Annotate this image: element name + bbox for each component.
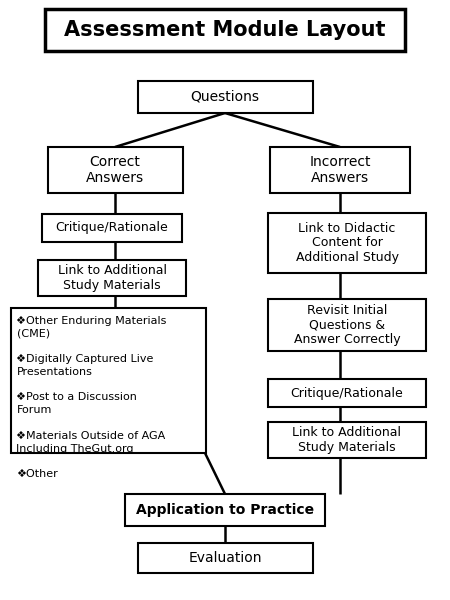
Text: Correct
Answers: Correct Answers	[86, 155, 144, 185]
FancyBboxPatch shape	[270, 147, 410, 193]
Text: Evaluation: Evaluation	[188, 551, 262, 565]
Text: Critique/Rationale: Critique/Rationale	[56, 221, 168, 235]
Text: Revisit Initial
Questions &
Answer Correctly: Revisit Initial Questions & Answer Corre…	[294, 304, 400, 346]
Text: Application to Practice: Application to Practice	[136, 503, 314, 517]
Text: Critique/Rationale: Critique/Rationale	[291, 386, 403, 400]
Text: Questions: Questions	[190, 90, 260, 104]
Text: Link to Didactic
Content for
Additional Study: Link to Didactic Content for Additional …	[296, 221, 399, 265]
FancyBboxPatch shape	[138, 543, 312, 573]
FancyBboxPatch shape	[38, 260, 186, 296]
Text: Incorrect
Answers: Incorrect Answers	[309, 155, 371, 185]
FancyBboxPatch shape	[42, 214, 182, 242]
FancyBboxPatch shape	[138, 81, 312, 113]
Text: Link to Additional
Study Materials: Link to Additional Study Materials	[58, 264, 166, 292]
FancyBboxPatch shape	[125, 494, 325, 526]
Text: Link to Additional
Study Materials: Link to Additional Study Materials	[292, 426, 401, 454]
Text: Assessment Module Layout: Assessment Module Layout	[64, 20, 386, 40]
FancyBboxPatch shape	[10, 307, 206, 452]
FancyBboxPatch shape	[268, 299, 426, 351]
FancyBboxPatch shape	[45, 9, 405, 51]
FancyBboxPatch shape	[268, 379, 426, 407]
FancyBboxPatch shape	[48, 147, 183, 193]
FancyBboxPatch shape	[268, 213, 426, 273]
FancyBboxPatch shape	[268, 422, 426, 458]
Text: ❖Other Enduring Materials
(CME)

❖Digitally Captured Live
Presentations

❖Post t: ❖Other Enduring Materials (CME) ❖Digital…	[17, 316, 167, 479]
